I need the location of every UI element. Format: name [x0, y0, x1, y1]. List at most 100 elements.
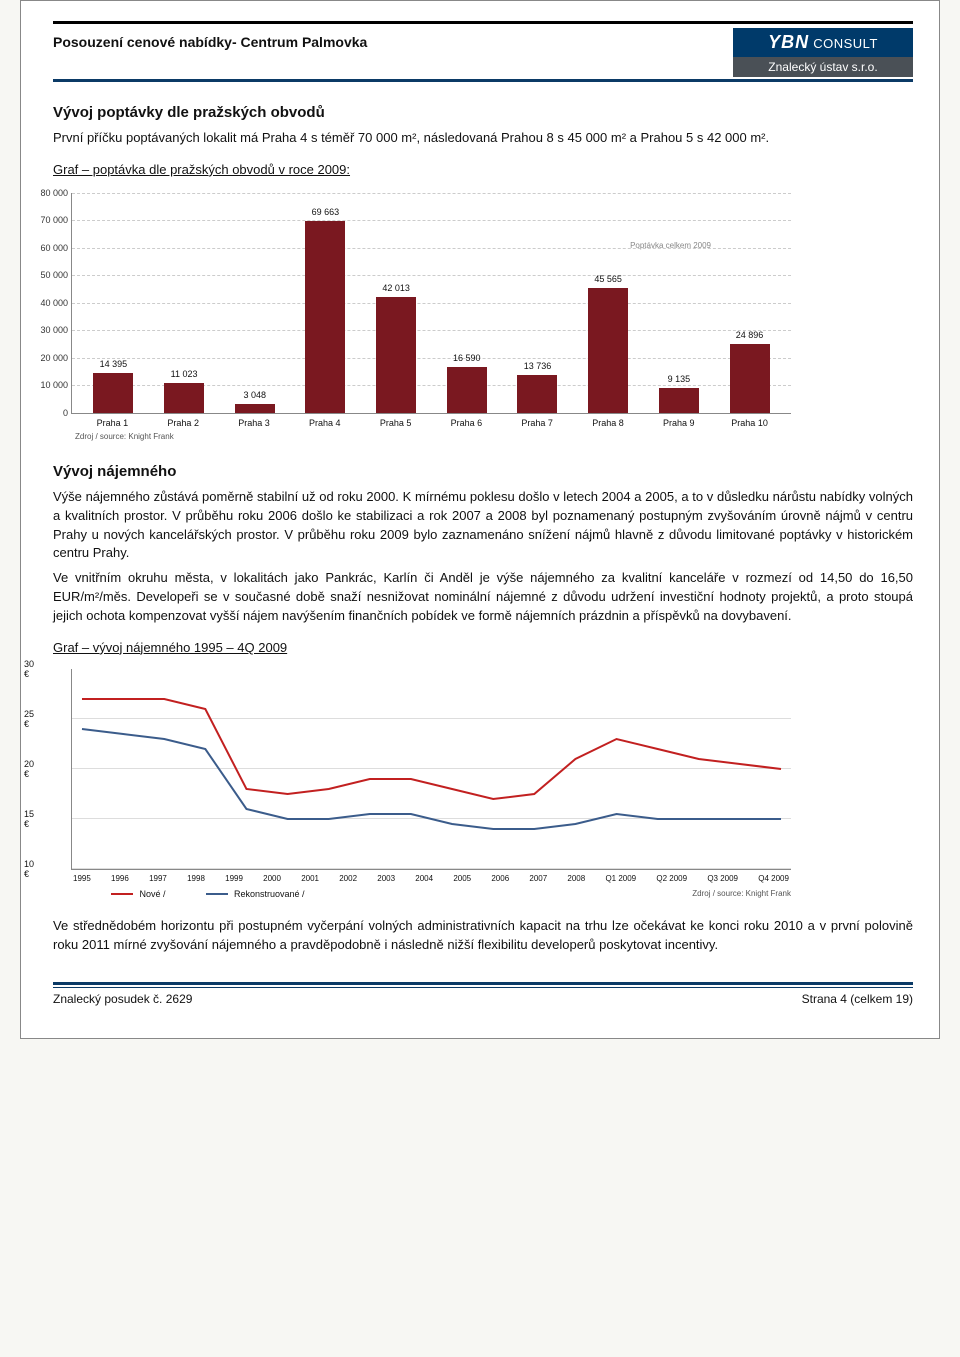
bar-x-label: Praha 3 — [229, 418, 279, 428]
bar-column: 45 565 — [583, 288, 633, 413]
bar-value-label: 3 048 — [243, 390, 266, 400]
legend-label: Nové / — [137, 889, 166, 899]
bar-chart-grid: 010 00020 00030 00040 00050 00060 00070 … — [71, 193, 791, 414]
line-x-label: Q2 2009 — [656, 874, 687, 883]
bar-y-axis: 010 00020 00030 00040 00050 00060 00070 … — [30, 193, 70, 413]
bar: 24 896 — [730, 344, 770, 412]
line-x-label: 2001 — [301, 874, 319, 883]
bar-column: 11 023 — [159, 383, 209, 413]
section2-para1: Výše nájemného zůstává poměrně stabilní … — [53, 488, 913, 563]
bar-x-label: Praha 10 — [725, 418, 775, 428]
badge-brand: YBN — [768, 32, 809, 52]
line-x-labels: 1995199619971998199920002001200220032004… — [73, 874, 789, 883]
footer-left: Znalecký posudek č. 2629 — [53, 992, 192, 1006]
line-y-tick: 15 € — [24, 809, 34, 829]
document-title: Posouzení cenové nabídky- Centrum Palmov… — [53, 28, 367, 50]
bar-x-label: Praha 9 — [654, 418, 704, 428]
bar-y-tick: 50 000 — [40, 270, 68, 280]
bar: 13 736 — [517, 375, 557, 413]
bar-x-label: Praha 7 — [512, 418, 562, 428]
bar: 45 565 — [588, 288, 628, 413]
bar-column: 16 590 — [442, 367, 492, 413]
bar-column: 3 048 — [230, 404, 280, 412]
line-chart: 10 €15 €20 €25 €30 € 1995 1996 1997 1998 199… — [71, 669, 791, 899]
line-y-tick: 20 € — [24, 759, 34, 779]
section1-para: První příčku poptávaných lokalit má Prah… — [53, 129, 913, 148]
linechart-caption: Graf – vývoj nájemného 1995 – 4Q 2009 — [53, 640, 287, 655]
line-source: Zdroj / source: Knight Frank — [692, 889, 791, 898]
bar: 42 013 — [376, 297, 416, 413]
bar-column: 42 013 — [371, 297, 421, 413]
line-x-label: 2005 — [453, 874, 471, 883]
legend-swatch — [111, 893, 133, 895]
barchart-caption: Graf – poptávka dle pražských obvodů v r… — [53, 162, 350, 177]
bar-y-tick: 70 000 — [40, 215, 68, 225]
line-series-Nové — [82, 699, 781, 799]
line-chart-plot: 10 €15 €20 €25 €30 € — [71, 669, 791, 870]
bar-value-label: 11 023 — [171, 369, 198, 379]
bar-value-label: 69 663 — [312, 207, 340, 217]
bar-value-label: 14 395 — [100, 359, 128, 369]
bar-x-label: Praha 4 — [300, 418, 350, 428]
company-badge: YBN CONSULT Znalecký ústav s.r.o. — [733, 28, 913, 77]
bar-y-tick: 0 — [63, 408, 68, 418]
bar-y-tick: 80 000 — [40, 188, 68, 198]
line-x-label: Q4 2009 — [758, 874, 789, 883]
bar-x-label: Praha 2 — [158, 418, 208, 428]
line-svg — [72, 669, 791, 869]
bar-y-tick: 10 000 — [40, 380, 68, 390]
bar-y-tick: 60 000 — [40, 243, 68, 253]
bar-column: 9 135 — [654, 388, 704, 413]
line-x-label: 1998 — [187, 874, 205, 883]
bar: 14 395 — [93, 373, 133, 413]
bar: 3 048 — [235, 404, 275, 412]
section1-heading: Vývoj poptávky dle pražských obvodů — [53, 104, 913, 121]
line-x-label: 1997 — [149, 874, 167, 883]
bar-x-label: Praha 8 — [583, 418, 633, 428]
badge-top: YBN CONSULT — [733, 28, 913, 57]
bar-column: 24 896 — [725, 344, 775, 412]
legend-label: Rekonstruované / — [232, 889, 305, 899]
bar-column: 69 663 — [300, 221, 350, 413]
bar-column: 14 395 — [88, 373, 138, 413]
line-y-tick: 30 € — [24, 659, 34, 679]
line-x-label: 2002 — [339, 874, 357, 883]
line-x-label: 1999 — [225, 874, 243, 883]
legend-item: Rekonstruované / — [206, 889, 305, 899]
footer-rule-thick — [53, 982, 913, 985]
bar-series: 14 395 11 023 3 048 69 663 42 013 16 590 13 73… — [72, 193, 791, 413]
bar-value-label: 45 565 — [594, 274, 622, 284]
bar-column: 13 736 — [512, 375, 562, 413]
line-x-label: 1996 — [111, 874, 129, 883]
top-rule — [53, 21, 913, 24]
line-x-label: Q1 2009 — [605, 874, 636, 883]
bar-source: Zdroj / source: Knight Frank — [75, 432, 791, 441]
closing-para: Ve střednědobém horizontu při postupném … — [53, 917, 913, 955]
line-y-tick: 25 € — [24, 709, 34, 729]
bar: 9 135 — [659, 388, 699, 413]
line-x-label: 2003 — [377, 874, 395, 883]
footer-right: Strana 4 (celkem 19) — [802, 992, 913, 1006]
bar-x-label: Praha 1 — [87, 418, 137, 428]
footer-rule-thin — [53, 987, 913, 988]
bar-x-label: Praha 6 — [441, 418, 491, 428]
bar: 11 023 — [164, 383, 204, 413]
line-x-label: 1995 — [73, 874, 91, 883]
line-x-label: Q3 2009 — [707, 874, 738, 883]
legend-swatch — [206, 893, 228, 895]
bar-value-label: 42 013 — [382, 283, 410, 293]
header: Posouzení cenové nabídky- Centrum Palmov… — [53, 28, 913, 77]
bar: 69 663 — [305, 221, 345, 413]
line-series-Rekonstruované — [82, 729, 781, 829]
line-legend: Nové / Rekonstruované / Zdroj / source: … — [111, 889, 791, 899]
badge-suffix: CONSULT — [809, 36, 878, 51]
bar-value-label: 16 590 — [453, 353, 481, 363]
bar-x-label: Praha 5 — [371, 418, 421, 428]
header-underline — [53, 79, 913, 82]
section2-para2: Ve vnitřním okruhu města, v lokalitách j… — [53, 569, 913, 626]
page: Posouzení cenové nabídky- Centrum Palmov… — [20, 0, 940, 1039]
bar-value-label: 13 736 — [524, 361, 552, 371]
bar-y-tick: 20 000 — [40, 353, 68, 363]
footer: Znalecký posudek č. 2629 Strana 4 (celke… — [53, 992, 913, 1006]
bar-x-labels: Praha 1 Praha 2 Praha 3 Praha 4 Praha 5 Praha… — [71, 414, 791, 428]
